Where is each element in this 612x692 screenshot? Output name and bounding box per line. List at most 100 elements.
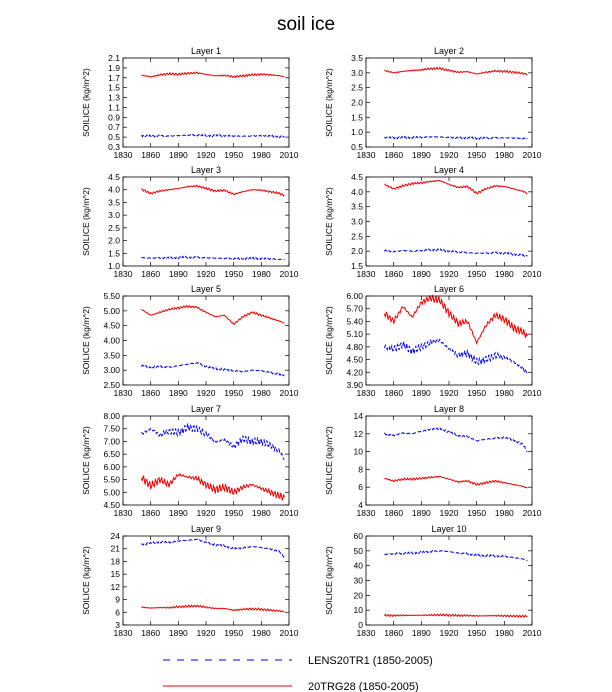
x-tick-label: 1980 bbox=[495, 269, 514, 279]
y-tick-label: 6.00 bbox=[346, 291, 363, 301]
x-tick-label: 1980 bbox=[252, 628, 271, 638]
y-tick-label: 2.0 bbox=[351, 246, 363, 256]
x-tick-label: 1860 bbox=[384, 150, 403, 160]
y-axis-label: SOILICE (kg/m^2) bbox=[324, 426, 334, 495]
panel-title: Layer 8 bbox=[434, 404, 464, 414]
series-line-20trg28 bbox=[384, 180, 528, 195]
series-line-lens20tr1 bbox=[383, 338, 528, 375]
y-tick-label: 6 bbox=[115, 607, 120, 617]
series-line-lens20tr1 bbox=[141, 538, 285, 558]
y-tick-label: 3.0 bbox=[108, 210, 120, 220]
x-tick-label: 1890 bbox=[412, 269, 431, 279]
x-tick-label: 1950 bbox=[224, 388, 243, 398]
y-tick-label: 5.50 bbox=[103, 475, 120, 485]
x-tick-label: 1980 bbox=[495, 628, 514, 638]
panel-layer-4: Layer 4 1830 1860 1890 1920 1950 1980 2010 1.5 2.… bbox=[324, 165, 542, 279]
x-tick-label: 1830 bbox=[357, 150, 376, 160]
y-tick-label: 9 bbox=[115, 595, 120, 605]
legend: LENS20TR1 (1850-2005) 20TRG28 (1850-2005… bbox=[163, 655, 433, 692]
y-tick-label: 10 bbox=[354, 447, 364, 457]
x-tick-label: 1830 bbox=[114, 269, 133, 279]
y-tick-label: 1.0 bbox=[108, 261, 120, 271]
y-tick-label: 3.50 bbox=[103, 350, 120, 360]
panel-layer-5: Layer 5 1830 1860 1890 1920 1950 1980 2010 2.50 3… bbox=[81, 284, 299, 398]
x-tick-label: 1860 bbox=[141, 388, 160, 398]
y-tick-label: 1.9 bbox=[108, 63, 120, 73]
x-tick-label: 1950 bbox=[467, 628, 486, 638]
y-tick-label: 2.50 bbox=[103, 380, 120, 390]
y-tick-label: 4.0 bbox=[351, 187, 363, 197]
y-axis-label: SOILICE (kg/m^2) bbox=[81, 187, 91, 256]
series-line-20trg28 bbox=[383, 294, 528, 346]
panel-title: Layer 6 bbox=[434, 284, 464, 294]
panel-layer-10: Layer 10 1830 1860 1890 1920 1950 1980 2010 0 10 2… bbox=[324, 524, 542, 638]
panel-title: Layer 2 bbox=[434, 46, 464, 56]
x-tick-label: 1950 bbox=[224, 150, 243, 160]
y-tick-label: 1.1 bbox=[108, 102, 120, 112]
y-tick-label: 4 bbox=[358, 500, 363, 510]
y-tick-label: 3.5 bbox=[108, 197, 120, 207]
x-tick-label: 1860 bbox=[141, 269, 160, 279]
x-tick-label: 1830 bbox=[114, 150, 133, 160]
y-axis-label: SOILICE (kg/m^2) bbox=[324, 546, 334, 615]
panel-title: Layer 5 bbox=[191, 284, 221, 294]
x-tick-label: 1920 bbox=[197, 628, 216, 638]
x-tick-label: 1830 bbox=[114, 508, 133, 518]
panel-layer-7: Layer 7 1830 1860 1890 1920 1950 1980 2010 4.50 5… bbox=[81, 404, 299, 518]
x-tick-label: 1860 bbox=[384, 388, 403, 398]
y-tick-label: 2.0 bbox=[108, 236, 120, 246]
y-tick-label: 5.10 bbox=[346, 329, 363, 339]
y-axis-label: SOILICE (kg/m^2) bbox=[81, 546, 91, 615]
y-tick-label: 3.0 bbox=[351, 68, 363, 78]
x-tick-label: 2010 bbox=[280, 269, 299, 279]
x-tick-label: 1920 bbox=[197, 388, 216, 398]
x-tick-label: 1860 bbox=[141, 628, 160, 638]
y-tick-label: 2.1 bbox=[108, 53, 120, 63]
y-tick-label: 0.3 bbox=[108, 142, 120, 152]
y-tick-label: 0.5 bbox=[351, 142, 363, 152]
y-tick-label: 1.0 bbox=[351, 127, 363, 137]
series-line-20trg28 bbox=[141, 304, 285, 325]
y-tick-label: 1.5 bbox=[351, 261, 363, 271]
y-tick-label: 24 bbox=[111, 531, 121, 541]
y-tick-label: 6 bbox=[358, 482, 363, 492]
x-tick-label: 1980 bbox=[495, 508, 514, 518]
panel-layer-2: Layer 2 1830 1860 1890 1920 1950 1980 2010 0.5 1.… bbox=[324, 46, 542, 160]
y-tick-label: 21 bbox=[111, 544, 121, 554]
series-line-lens20tr1 bbox=[141, 255, 285, 261]
y-tick-label: 3 bbox=[115, 620, 120, 630]
x-tick-label: 1920 bbox=[440, 150, 459, 160]
x-tick-label: 1920 bbox=[440, 628, 459, 638]
legend-label-lens20tr1: LENS20TR1 (1850-2005) bbox=[308, 655, 433, 667]
x-tick-label: 2010 bbox=[280, 508, 299, 518]
figure-title: soil ice bbox=[277, 14, 335, 35]
y-tick-label: 5.70 bbox=[346, 304, 363, 314]
y-tick-label: 3.5 bbox=[351, 202, 363, 212]
series-line-20trg28 bbox=[141, 604, 285, 613]
y-tick-label: 5.50 bbox=[103, 291, 120, 301]
y-axis-label: SOILICE (kg/m^2) bbox=[81, 306, 91, 375]
plot-frame bbox=[365, 535, 533, 626]
x-tick-label: 1830 bbox=[114, 388, 133, 398]
y-tick-label: 2.5 bbox=[108, 223, 120, 233]
x-tick-label: 1980 bbox=[252, 508, 271, 518]
x-tick-label: 1980 bbox=[252, 269, 271, 279]
y-tick-label: 50 bbox=[354, 546, 364, 556]
x-tick-label: 1830 bbox=[357, 388, 376, 398]
x-tick-label: 1920 bbox=[440, 269, 459, 279]
y-tick-label: 4.50 bbox=[346, 355, 363, 365]
x-tick-label: 1860 bbox=[384, 628, 403, 638]
series-line-20trg28 bbox=[383, 613, 528, 619]
y-tick-label: 12 bbox=[354, 429, 364, 439]
y-tick-label: 4.5 bbox=[351, 172, 363, 182]
plot-frame bbox=[365, 295, 533, 386]
plot-frame bbox=[365, 176, 533, 267]
y-tick-label: 30 bbox=[354, 576, 364, 586]
y-tick-label: 10 bbox=[354, 605, 364, 615]
y-tick-label: 6.00 bbox=[103, 462, 120, 472]
x-tick-label: 1980 bbox=[252, 150, 271, 160]
y-axis-label: SOILICE (kg/m^2) bbox=[81, 426, 91, 495]
x-tick-label: 1860 bbox=[141, 150, 160, 160]
x-tick-label: 1890 bbox=[412, 150, 431, 160]
x-tick-label: 1950 bbox=[224, 628, 243, 638]
